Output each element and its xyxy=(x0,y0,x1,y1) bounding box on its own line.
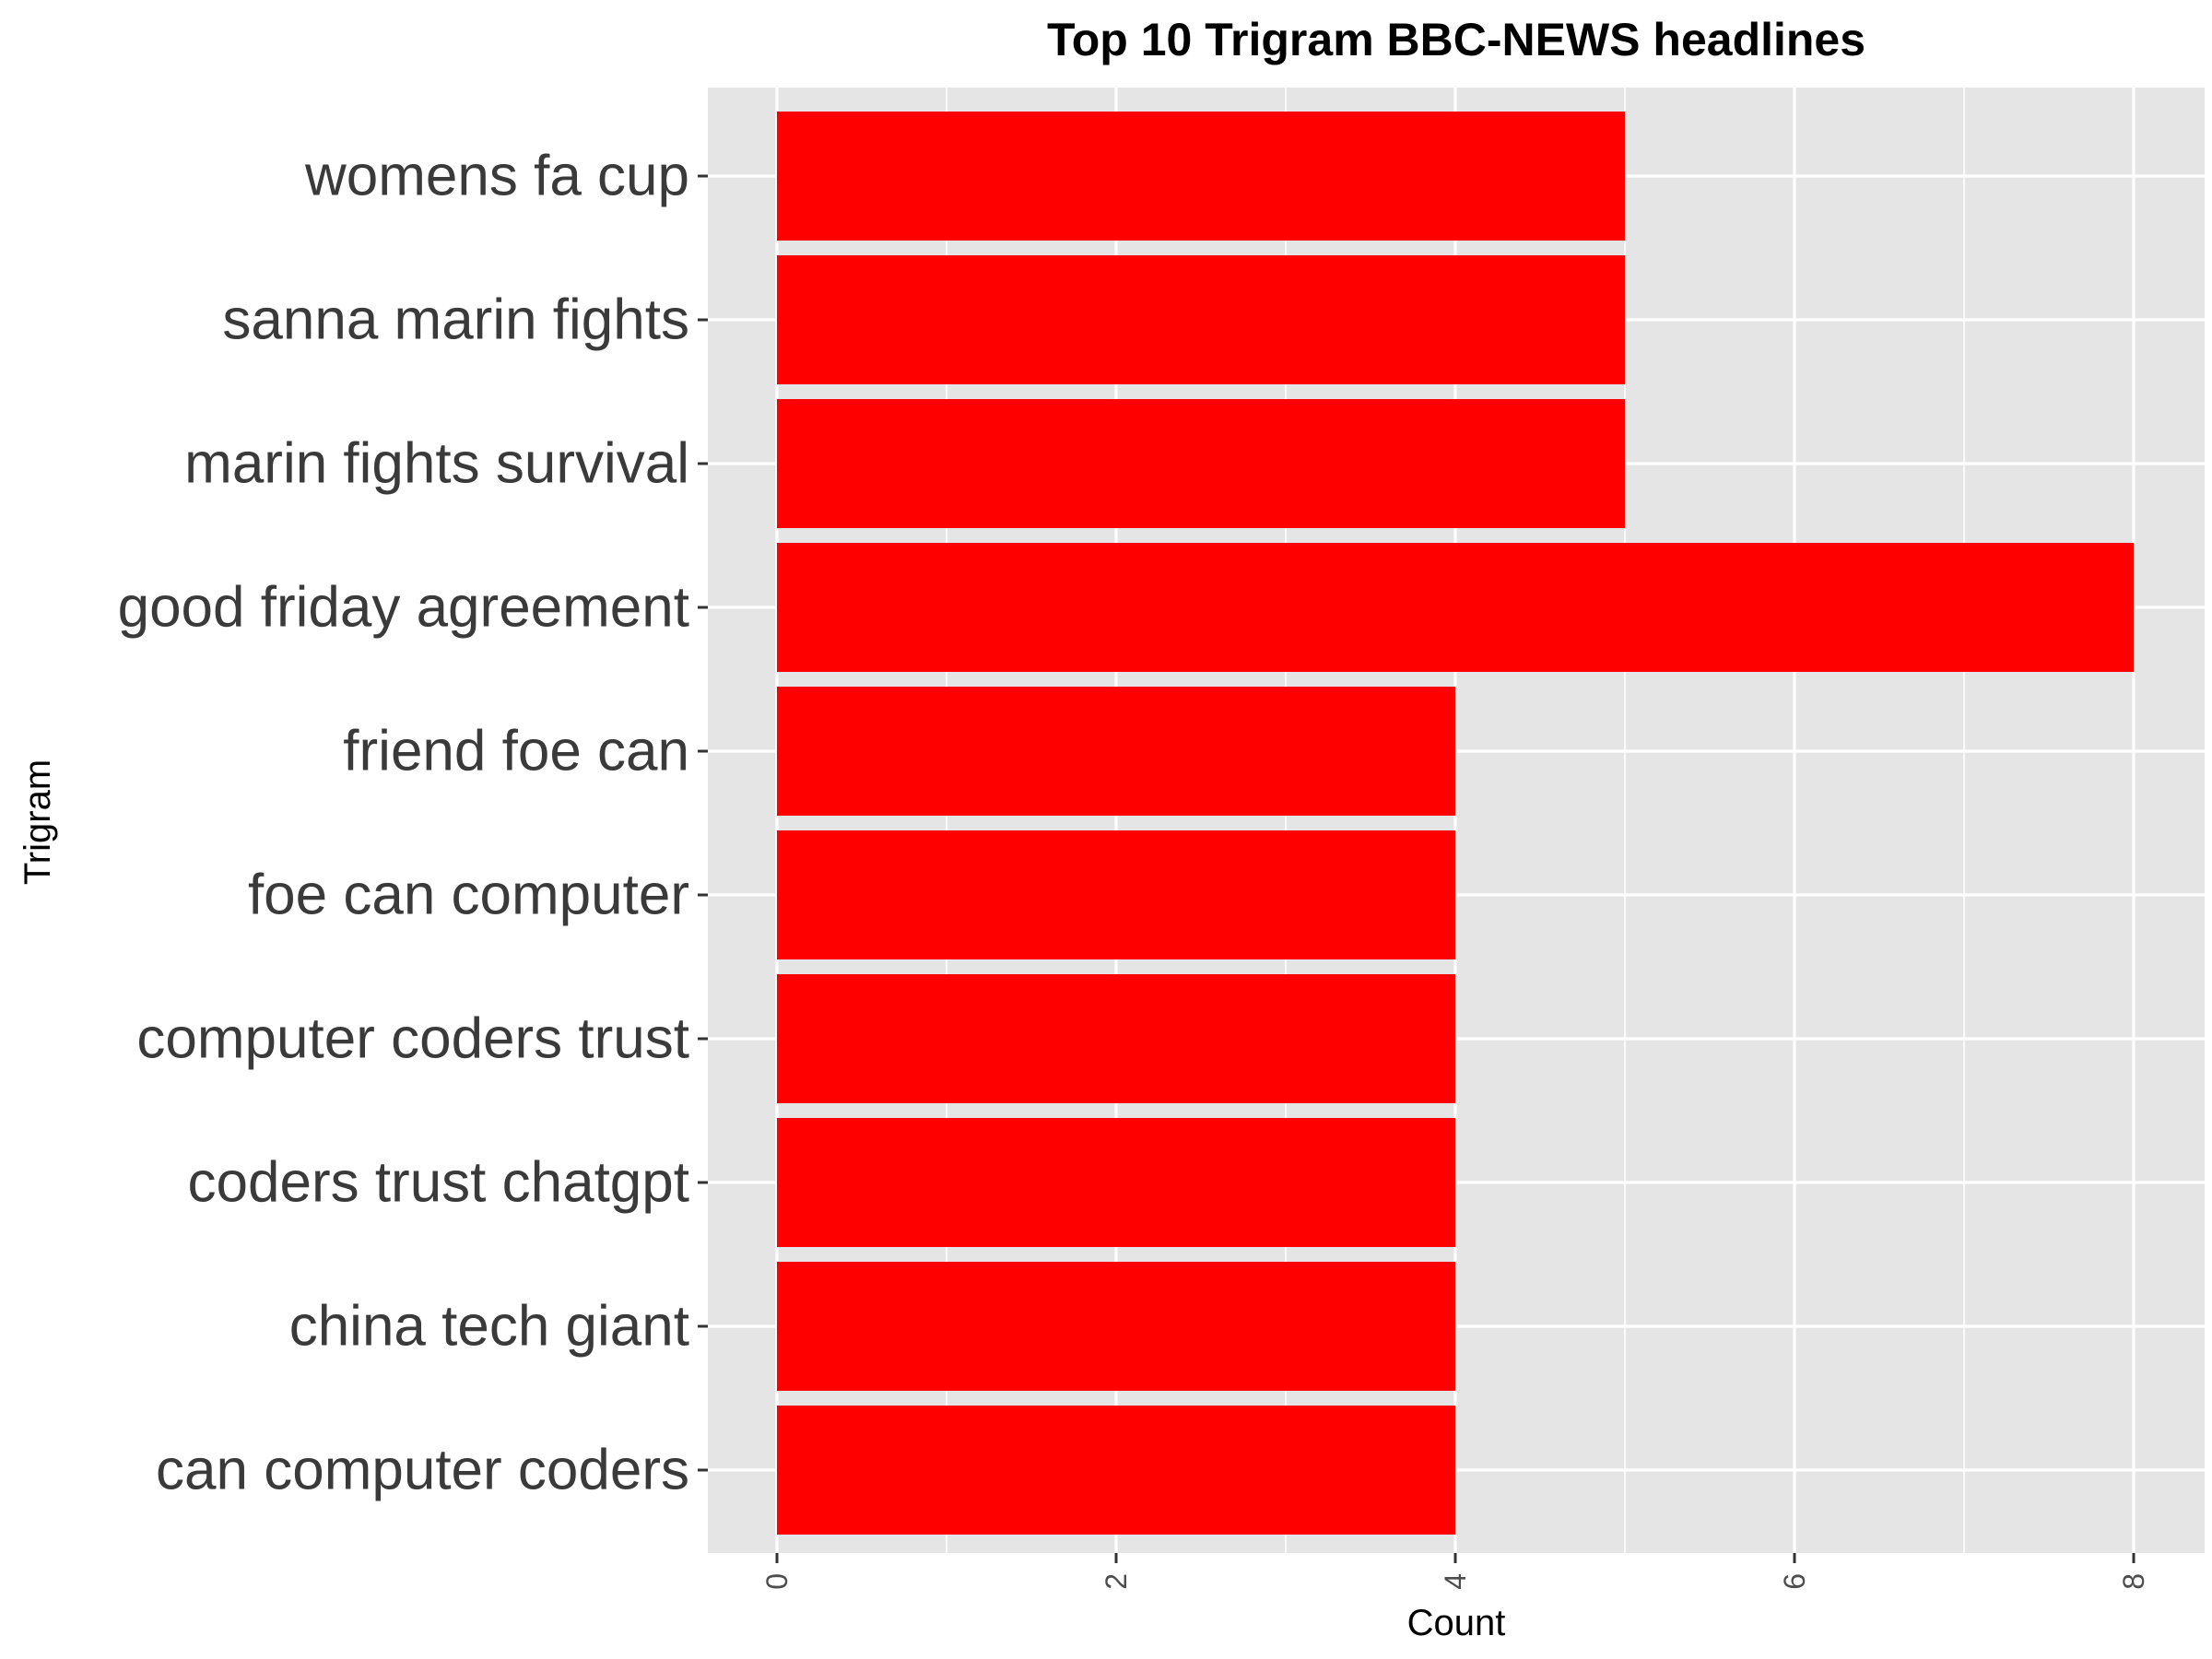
y-tick-label: china tech giant xyxy=(289,1295,689,1359)
bar xyxy=(777,974,1455,1103)
x-tick-label: 0 xyxy=(760,1573,794,1590)
bar xyxy=(777,255,1625,384)
bar xyxy=(777,1262,1455,1391)
y-axis-label: Trigram xyxy=(18,759,58,885)
y-axis-ticks: womens fa cup sanna marin fights marin fig… xyxy=(118,145,708,1502)
y-tick-label: friend foe can xyxy=(343,720,689,783)
y-tick-label: womens fa cup xyxy=(304,145,689,208)
y-tick-label: marin fights survival xyxy=(184,432,689,496)
bar xyxy=(777,543,2134,672)
y-tick-label: good friday agreement xyxy=(118,576,689,640)
y-tick-label: coders trust chatgpt xyxy=(188,1151,690,1215)
bar xyxy=(777,1118,1455,1247)
x-tick-label: 4 xyxy=(1439,1573,1472,1590)
x-tick-label: 2 xyxy=(1100,1573,1133,1590)
y-tick-label: foe can computer xyxy=(248,864,689,927)
bars xyxy=(777,112,2134,1535)
y-tick-label: sanna marin fights xyxy=(222,288,689,352)
x-axis-ticks: 0 2 4 6 8 xyxy=(760,1553,2150,1590)
x-tick-label: 6 xyxy=(1778,1573,1811,1590)
bar xyxy=(777,1406,1455,1535)
bar xyxy=(777,112,1625,241)
y-tick-label: can computer coders xyxy=(156,1439,689,1502)
bar xyxy=(777,830,1455,959)
x-axis-label: Count xyxy=(1407,1603,1506,1643)
bar xyxy=(777,399,1625,528)
y-tick-label: computer coders trust xyxy=(136,1007,689,1071)
chart-title: Top 10 Trigram BBC-NEWS headlines xyxy=(1047,14,1865,65)
x-tick-label: 8 xyxy=(2117,1573,2150,1590)
bar xyxy=(777,687,1455,816)
